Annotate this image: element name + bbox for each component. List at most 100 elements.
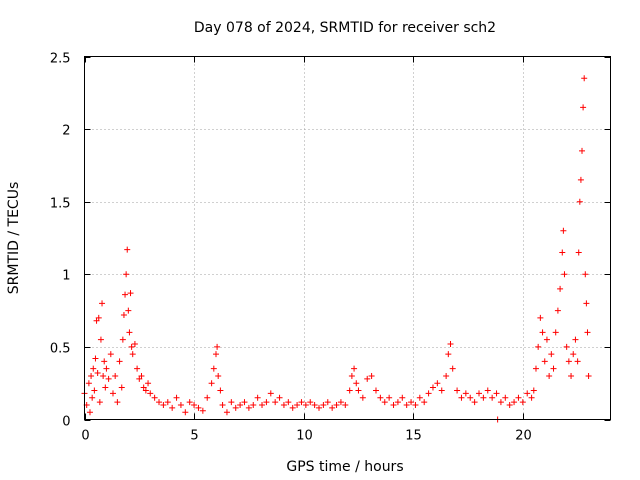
data-point — [539, 329, 546, 336]
plot-frame — [84, 56, 611, 420]
data-point — [128, 343, 135, 350]
data-point — [210, 365, 217, 372]
data-point — [215, 372, 222, 379]
data-point — [232, 404, 239, 411]
data-series-sch2 — [81, 75, 592, 423]
data-point — [434, 380, 441, 387]
data-point — [458, 394, 465, 401]
data-point — [118, 384, 125, 391]
data-point — [577, 176, 584, 183]
data-point — [237, 401, 244, 408]
data-point — [476, 390, 482, 397]
data-point — [119, 336, 126, 343]
data-point — [337, 399, 344, 406]
data-point — [91, 387, 98, 394]
data-point — [214, 343, 221, 350]
data-point — [125, 307, 132, 314]
x-tick-label: 5 — [190, 429, 198, 444]
data-point — [579, 147, 586, 154]
data-point — [250, 401, 257, 408]
data-point — [254, 394, 261, 401]
data-point — [105, 375, 112, 382]
data-point — [204, 394, 211, 401]
data-point — [280, 401, 287, 408]
data-point — [581, 75, 588, 82]
data-point — [399, 394, 406, 401]
data-point — [217, 387, 224, 394]
data-point — [530, 387, 537, 394]
data-point — [386, 394, 393, 401]
data-point — [550, 365, 557, 372]
data-point — [99, 300, 106, 307]
data-point — [568, 372, 575, 379]
data-point — [447, 340, 454, 347]
data-point — [208, 380, 215, 387]
data-point — [348, 372, 355, 379]
data-point — [443, 372, 450, 379]
data-point — [543, 336, 550, 343]
data-point — [390, 401, 397, 408]
x-axis-label: GPS time / hours — [286, 459, 403, 475]
data-point — [86, 409, 93, 416]
data-point — [92, 355, 99, 362]
data-point — [425, 390, 432, 397]
x-tick-label: 0 — [81, 429, 89, 444]
data-point — [421, 399, 428, 406]
data-point — [320, 401, 327, 408]
data-point — [156, 399, 163, 406]
data-point — [535, 343, 542, 350]
data-point — [484, 387, 491, 394]
data-point — [493, 390, 500, 397]
data-point — [85, 380, 92, 387]
data-point — [480, 394, 487, 401]
data-point — [351, 365, 358, 372]
data-point — [572, 336, 579, 343]
data-point — [364, 375, 371, 382]
data-point — [353, 380, 360, 387]
data-point — [324, 399, 331, 406]
x-tick-label: 15 — [405, 429, 422, 444]
data-point — [582, 271, 589, 278]
data-point — [377, 394, 384, 401]
data-point — [408, 399, 415, 406]
data-point — [561, 271, 568, 278]
data-point — [502, 394, 509, 401]
data-point — [199, 407, 206, 414]
data-point — [213, 351, 219, 358]
data-point — [515, 394, 522, 401]
data-point — [245, 404, 252, 411]
data-point — [532, 365, 539, 372]
x-tick-labels: 0 5 10 15 20 — [81, 429, 531, 444]
data-point — [412, 401, 419, 408]
data-point — [294, 401, 301, 408]
data-point — [489, 394, 496, 401]
data-point — [94, 370, 101, 377]
data-point — [552, 329, 559, 336]
data-point — [289, 404, 296, 411]
chart-title: Day 078 of 2024, SRMTID for receiver sch… — [194, 20, 496, 36]
data-point — [89, 394, 96, 401]
data-point — [576, 198, 583, 205]
data-point — [519, 399, 526, 406]
data-point — [100, 372, 107, 379]
data-point — [524, 390, 531, 397]
data-point — [342, 401, 349, 408]
data-point — [333, 401, 340, 408]
data-point — [368, 372, 375, 379]
data-point — [186, 399, 193, 406]
data-point — [565, 358, 572, 365]
data-point — [497, 399, 504, 406]
data-point — [537, 314, 544, 321]
data-point — [129, 351, 136, 358]
data-point — [120, 311, 127, 318]
data-point — [511, 399, 518, 406]
data-point — [90, 365, 97, 372]
data-point — [114, 399, 121, 406]
data-point — [219, 401, 226, 408]
data-point — [329, 404, 336, 411]
data-point — [95, 314, 102, 321]
data-point — [116, 358, 123, 365]
data-point — [259, 401, 266, 408]
y-tick-label: 2.5 — [50, 52, 71, 67]
